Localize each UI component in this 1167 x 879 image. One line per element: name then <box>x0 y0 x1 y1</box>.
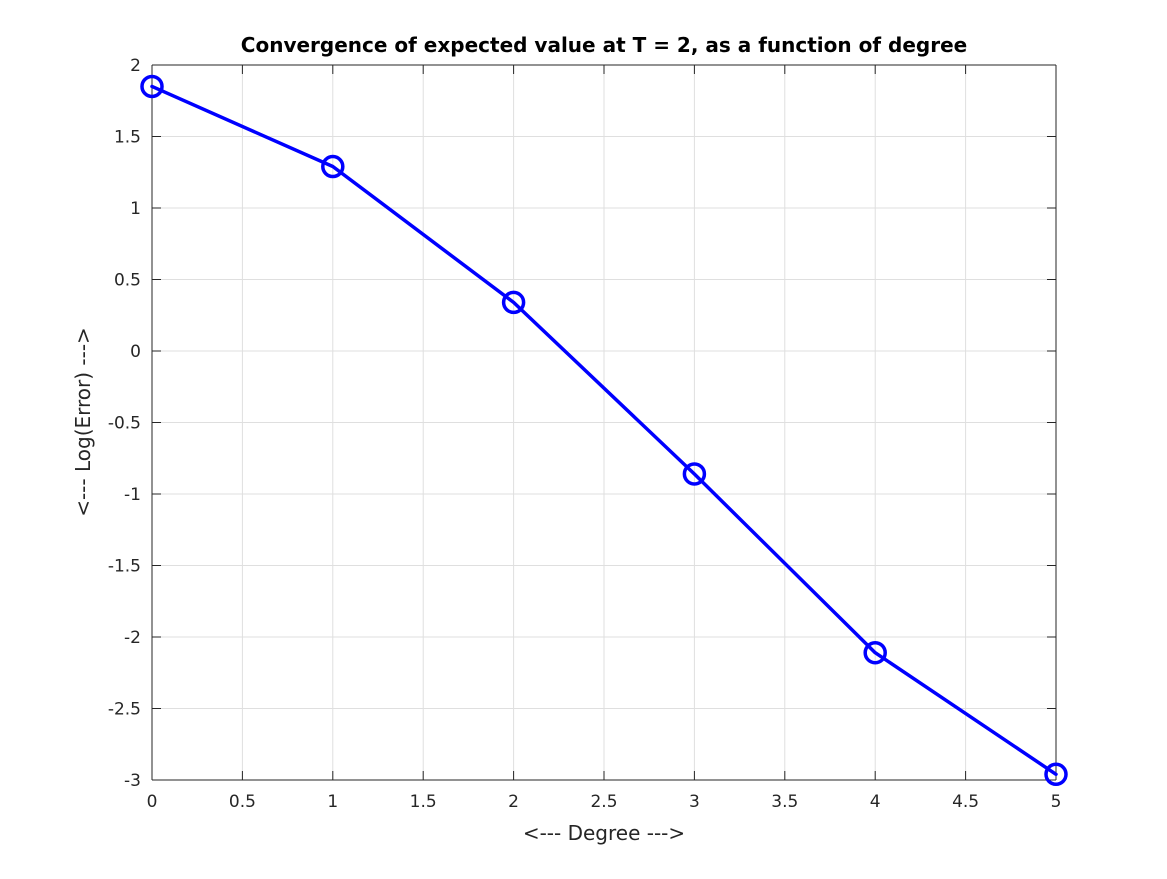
y-tick-label: -2.5 <box>108 700 141 720</box>
y-tick-label: 1.5 <box>114 128 141 148</box>
y-tick-labels: 2 1.5 1 0.5 0 -0.5 -1 -1.5 -2 -2.5 -3 <box>108 56 141 791</box>
x-tick-label: 1.5 <box>410 792 437 812</box>
x-tick-label: 4 <box>870 792 881 812</box>
y-tick-label: -3 <box>124 771 141 791</box>
data-point-marker <box>501 290 526 315</box>
x-tick-label: 4.5 <box>952 792 979 812</box>
x-tick-label: 1 <box>327 792 338 812</box>
series-line <box>150 84 1058 777</box>
y-tick-label: 2 <box>130 56 141 76</box>
x-tick-label: 3 <box>689 792 700 812</box>
y-tick-label: 1 <box>130 199 141 219</box>
tick-marks <box>151 64 1057 781</box>
data-point-marker <box>1044 762 1068 787</box>
y-tick-label: -1.5 <box>108 557 141 577</box>
x-tick-label: 0 <box>147 792 158 812</box>
x-tick-label: 2.5 <box>590 792 617 812</box>
y-tick-label: -2 <box>124 628 141 648</box>
y-tick-label: -0.5 <box>108 414 141 434</box>
data-point-marker <box>140 74 164 99</box>
series <box>140 74 1068 787</box>
x-tick-labels: 0 0.5 1 1.5 2 2.5 3 3.5 4 4.5 5 <box>147 792 1062 812</box>
x-tick-label: 0.5 <box>229 792 256 812</box>
data-point-marker <box>682 462 707 486</box>
y-tick-label: 0.5 <box>114 271 141 291</box>
x-tick-label: 5 <box>1051 792 1062 812</box>
data-point-marker <box>863 640 887 665</box>
y-axis-label: <--- Log(Error) ---> <box>71 327 95 517</box>
x-tick-label: 3.5 <box>771 792 798 812</box>
chart-title: Convergence of expected value at T = 2, … <box>241 33 967 57</box>
x-tick-label: 2 <box>508 792 519 812</box>
data-point-marker <box>321 154 345 179</box>
y-tick-label: 0 <box>130 342 141 362</box>
x-axis-label: <--- Degree ---> <box>523 821 685 845</box>
y-tick-label: -1 <box>124 485 141 505</box>
